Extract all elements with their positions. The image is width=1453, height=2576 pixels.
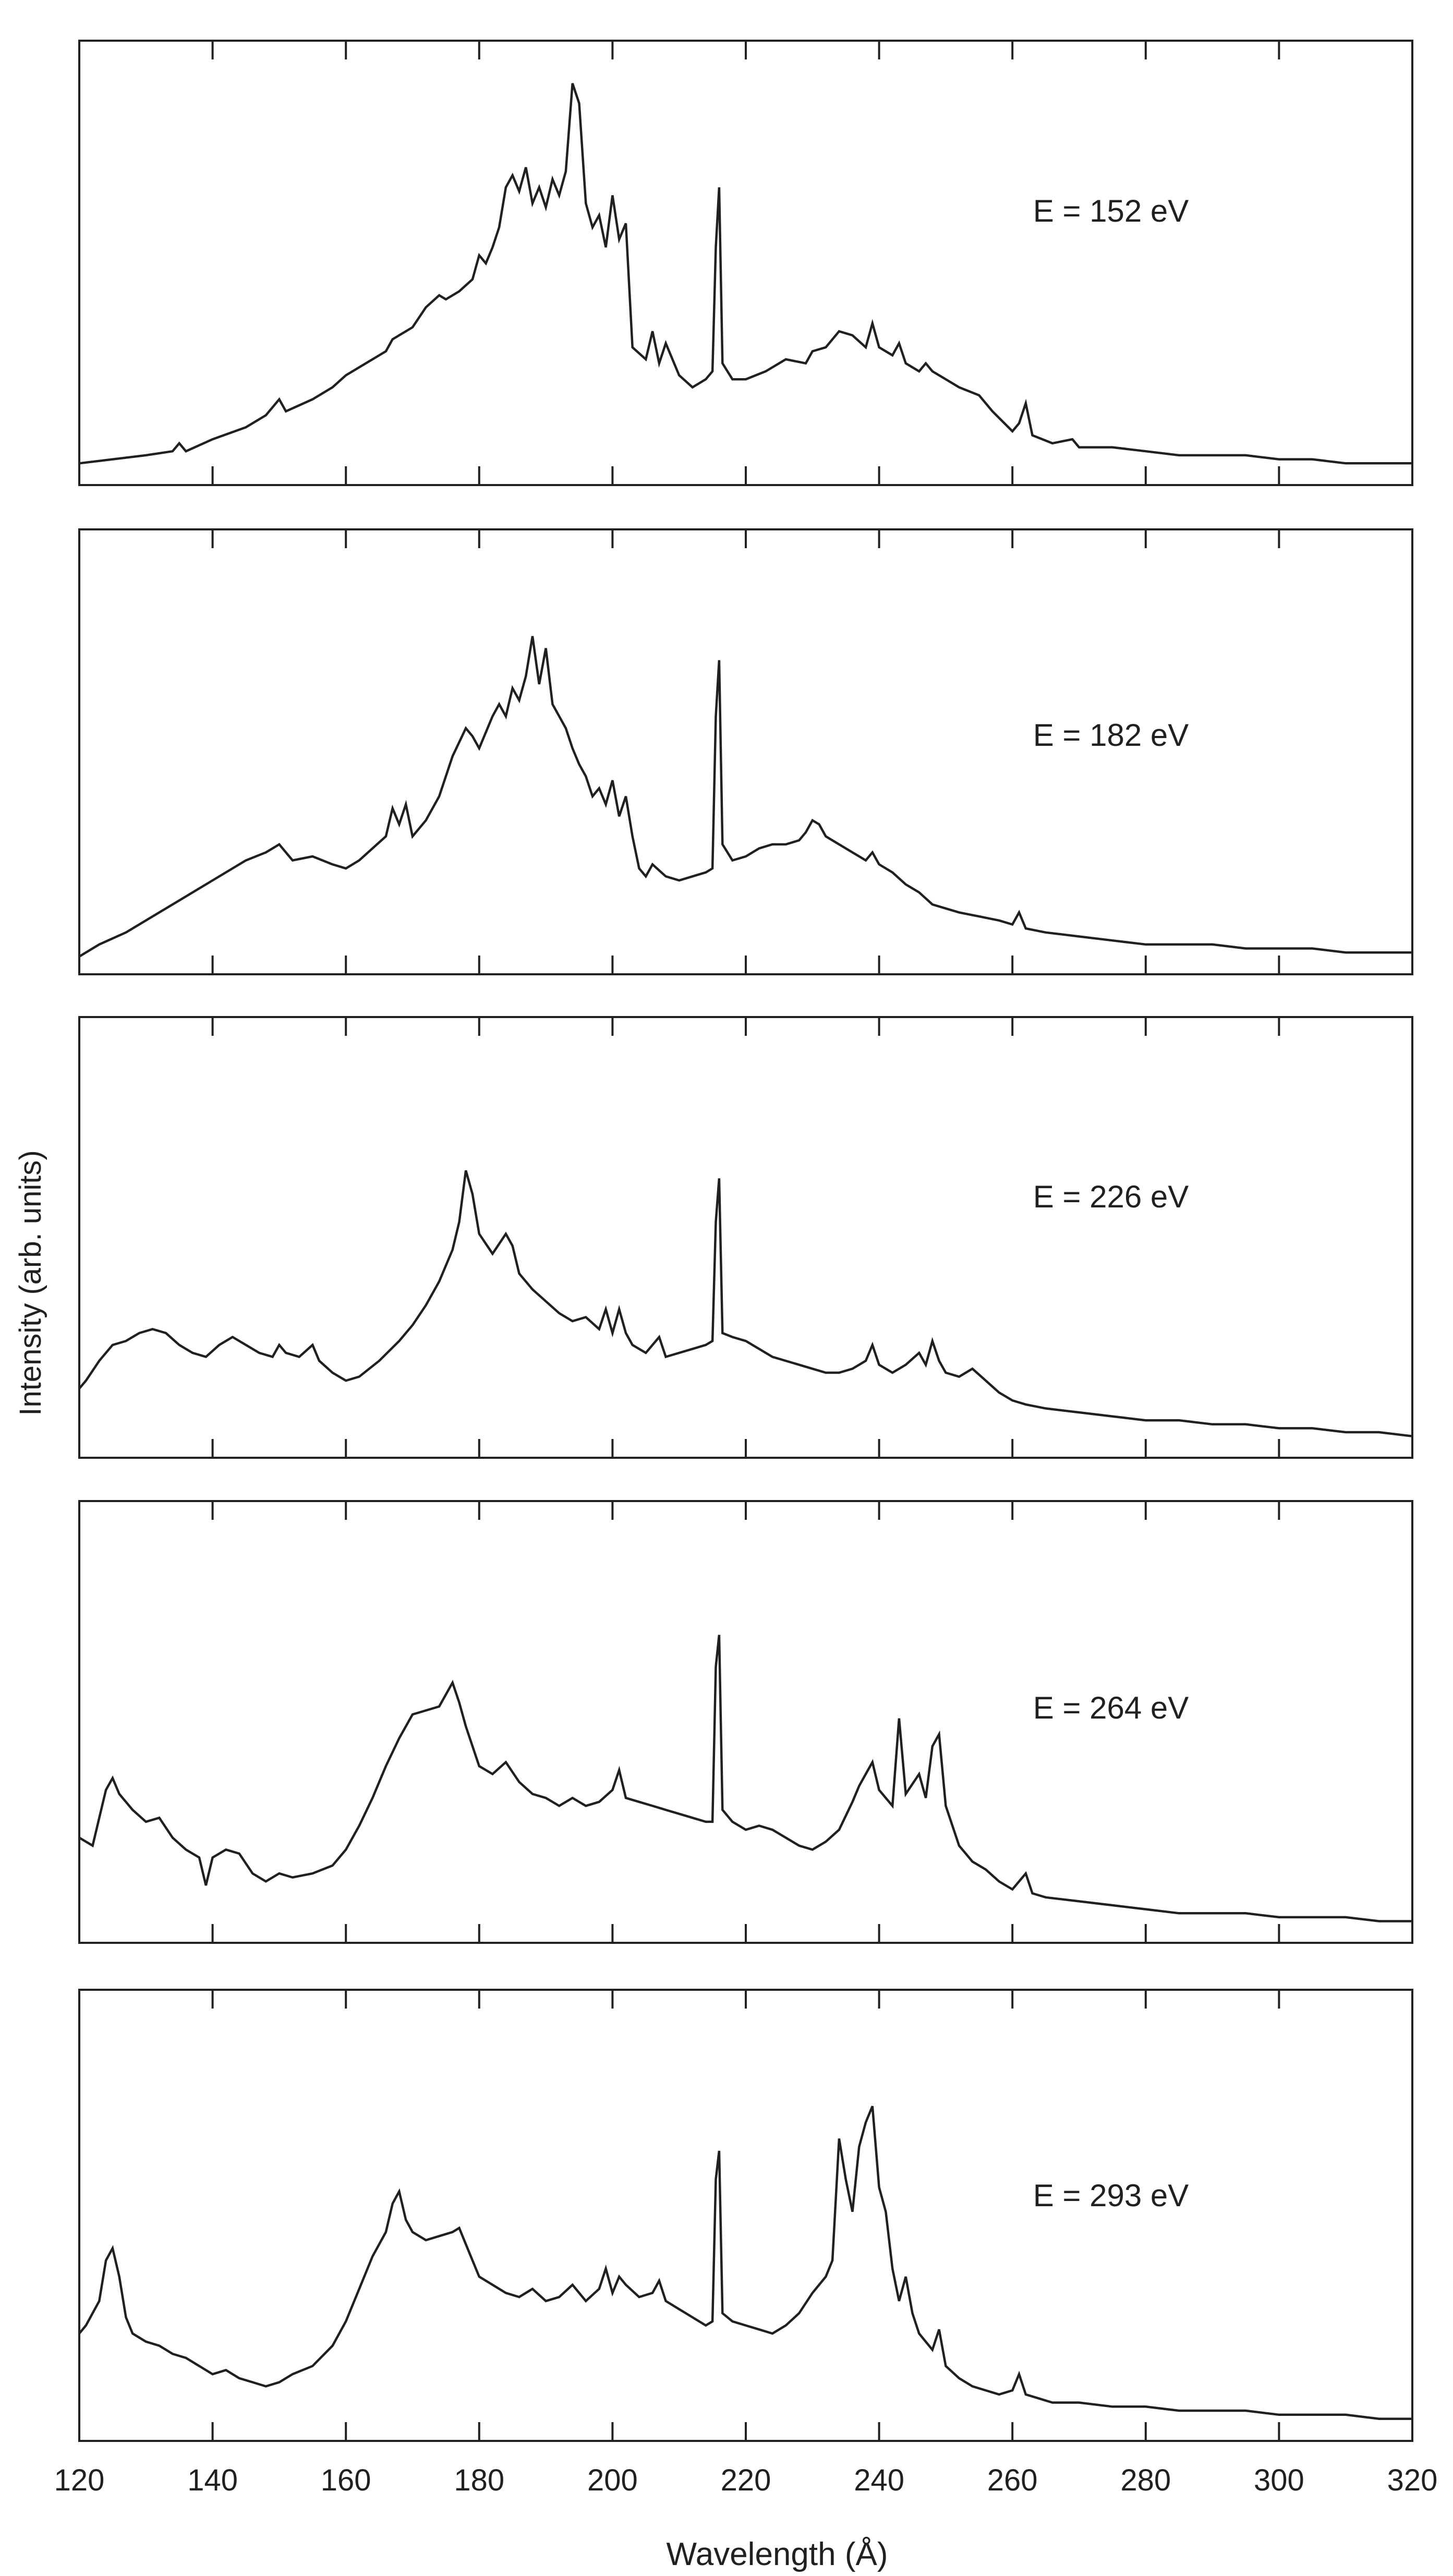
panel-energy-label: E = 152 eV — [1033, 193, 1189, 228]
x-tick-label: 240 — [854, 2463, 904, 2497]
panel-energy-label: E = 293 eV — [1033, 2178, 1189, 2213]
spectrum-panel: E = 264 eV — [78, 1500, 1413, 1944]
panel-frame — [78, 528, 1413, 975]
x-tick-label: 260 — [987, 2463, 1038, 2497]
spectrum-line — [78, 636, 1412, 958]
panel-energy-label: E = 182 eV — [1033, 718, 1189, 753]
spectrum-panel: E = 152 eV — [78, 40, 1413, 486]
spectrum-panel: E = 293 eV — [78, 1989, 1413, 2442]
x-tick-label: 180 — [454, 2463, 504, 2497]
x-tick-label: 200 — [587, 2463, 638, 2497]
spectrum-panel: E = 226 eV — [78, 1016, 1413, 1459]
x-tick-label: 120 — [54, 2463, 105, 2497]
x-tick-label: 280 — [1120, 2463, 1171, 2497]
x-tick-label: 320 — [1387, 2463, 1438, 2497]
panel-frame — [78, 1016, 1413, 1459]
panels-group: E = 152 eV E = 182 eV E = 226 eV E = 264 eV… — [78, 40, 1413, 2442]
x-tick-label: 140 — [187, 2463, 238, 2497]
x-tick-label: 300 — [1254, 2463, 1304, 2497]
panel-frame — [78, 40, 1413, 486]
panel-frame — [78, 1989, 1413, 2442]
x-tick-label: 220 — [721, 2463, 771, 2497]
spectrum-line — [78, 1170, 1413, 1437]
y-axis-label: Intensity (arb. units) — [14, 1150, 47, 1416]
x-axis-label: Wavelength (Å) — [667, 2536, 888, 2572]
panel-energy-label: E = 264 eV — [1033, 1690, 1189, 1725]
panel-energy-label: E = 226 eV — [1033, 1179, 1189, 1214]
x-tick-label: 160 — [321, 2463, 371, 2497]
spectrum-line — [78, 1635, 1412, 1922]
spectrum-line — [78, 2106, 1412, 2420]
x-tick-labels: 120 140 160 180 200 220 240 260 280 300 320 — [54, 2463, 1438, 2497]
spectrum-panel: E = 182 eV — [78, 528, 1413, 975]
spectrum-line — [79, 83, 1412, 465]
panel-frame — [78, 1500, 1413, 1944]
